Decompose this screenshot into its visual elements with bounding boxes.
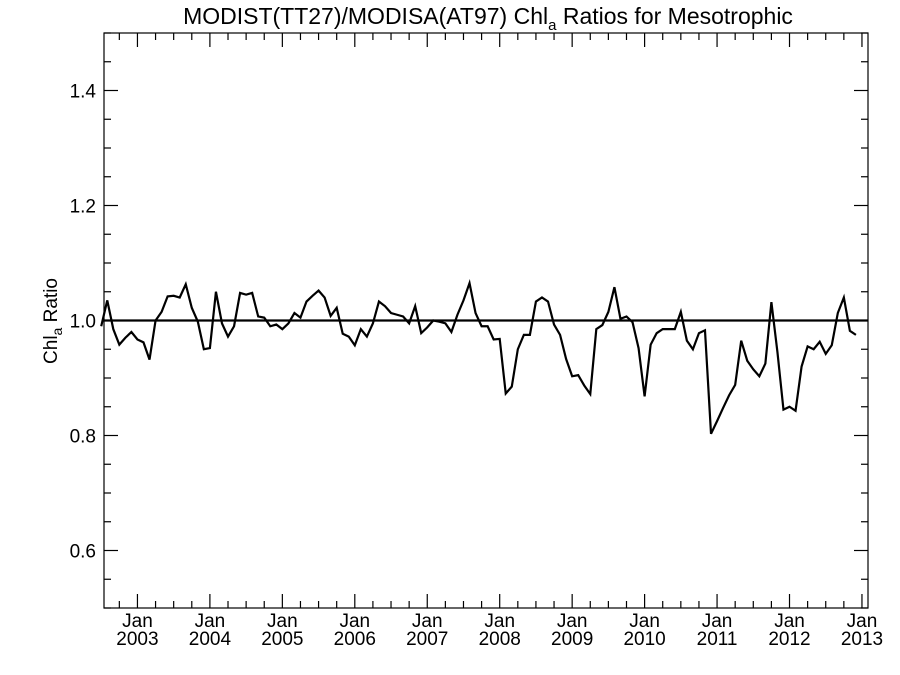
x-tick-label-year: 2012 [768, 629, 810, 650]
x-tick-label-year: 2011 [697, 629, 738, 650]
x-tick-label-year: 2010 [623, 629, 665, 650]
chart-title: MODIST(TT27)/MODISA(AT97) Chla Ratios fo… [183, 3, 793, 34]
x-tick-label-year: 2007 [406, 629, 448, 650]
x-tick-label-month: Jan [847, 611, 878, 632]
x-tick-label-year: 2003 [116, 629, 158, 650]
x-tick-label-month: Jan [629, 611, 660, 632]
y-axis-label-subscript: a [49, 327, 65, 335]
x-tick-label-year: 2013 [841, 629, 883, 650]
y-tick-label: 1.4 [70, 82, 97, 103]
x-tick-label-month: Jan [412, 611, 443, 632]
y-tick-label: 1.0 [70, 312, 96, 333]
y-axis-label: Chla Ratio [41, 278, 65, 364]
x-tick-label-month: Jan [122, 611, 153, 632]
x-tick-label-year: 2005 [261, 629, 303, 650]
x-tick-label-month: Jan [267, 611, 298, 632]
x-tick-label-month: Jan [484, 611, 515, 632]
axis-tick-labels: 0.60.81.01.21.4Jan2003Jan2004Jan2005Jan2… [70, 82, 884, 651]
x-tick-label-month: Jan [195, 611, 226, 632]
y-tick-label: 1.2 [70, 197, 96, 218]
x-tick-label-month: Jan [557, 611, 588, 632]
x-tick-label-month: Jan [774, 611, 805, 632]
x-tick-label-month: Jan [339, 611, 370, 632]
y-tick-label: 0.8 [70, 427, 96, 448]
x-tick-label-year: 2006 [334, 629, 376, 650]
x-tick-label-year: 2008 [479, 629, 521, 650]
y-tick-label: 0.6 [70, 542, 96, 563]
x-tick-label-month: Jan [702, 611, 733, 632]
series-line [100, 278, 857, 435]
x-tick-label-year: 2004 [189, 629, 232, 650]
chart-title-subscript: a [548, 17, 557, 34]
x-tick-label-year: 2009 [551, 629, 593, 650]
